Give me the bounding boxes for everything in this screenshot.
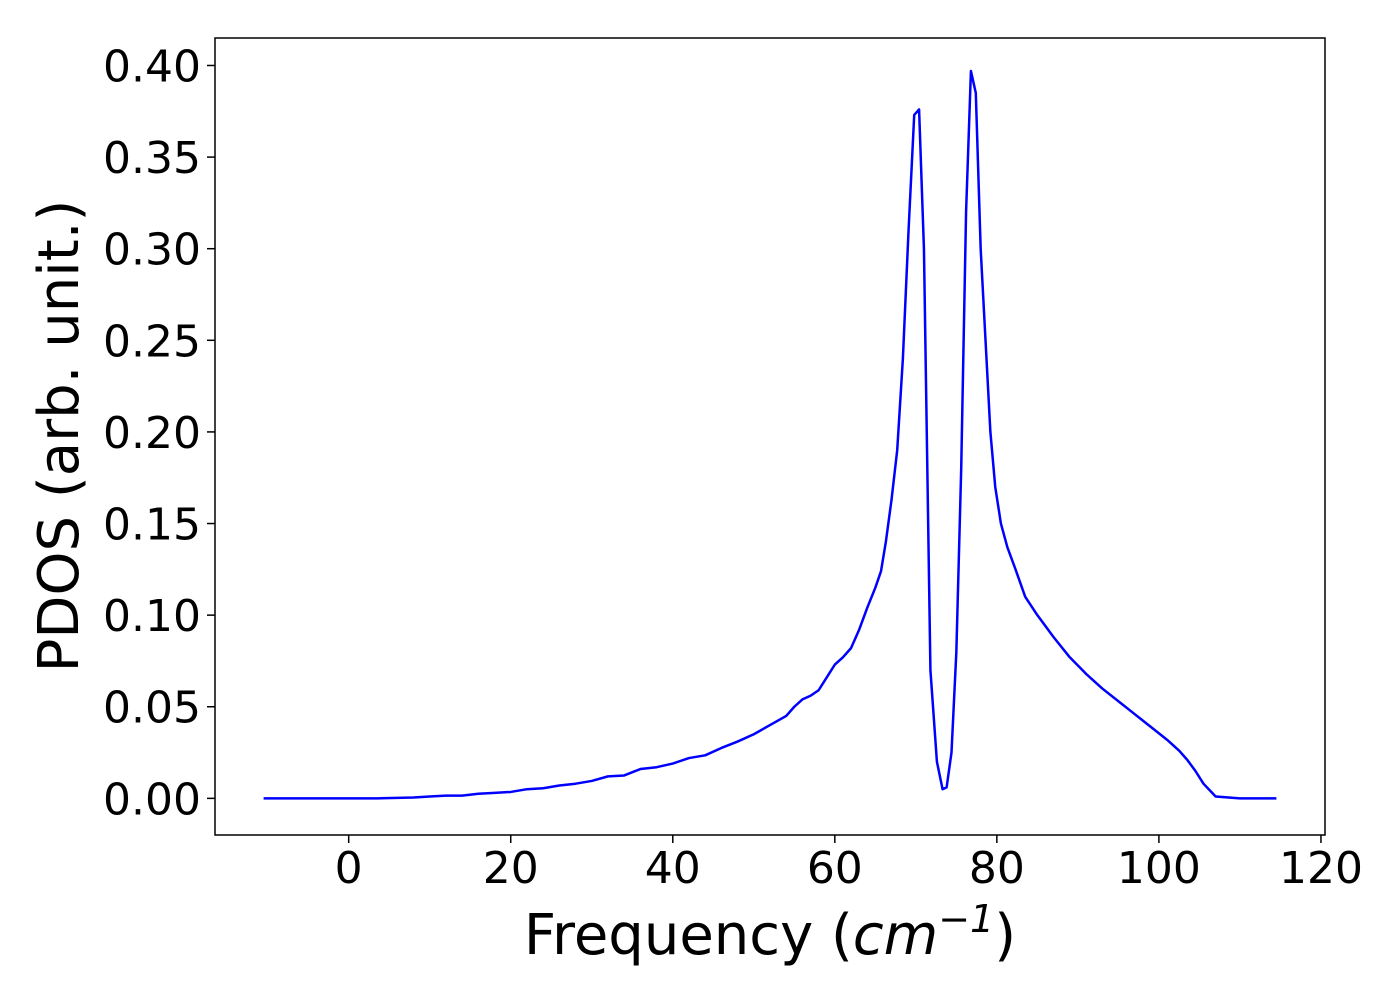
y-tick-label: 0.15 (103, 500, 201, 551)
x-tick-label: 0 (335, 843, 363, 894)
series-line-0 (263, 69, 1277, 800)
plot-area (263, 69, 1277, 800)
y-axis-ticks: 0.00 0.05 0.10 0.15 0.20 0.25 0.30 0.35 0.40 (103, 41, 215, 825)
x-tick-label: 40 (645, 843, 701, 894)
y-tick-label: 0.30 (103, 225, 201, 276)
y-tick-label: 0.35 (103, 133, 201, 184)
y-axis-label: PDOS (arb. unit.) (27, 200, 92, 673)
x-tick-label: 80 (969, 843, 1025, 894)
x-axis-ticks: 0 20 40 60 80 100 120 (335, 835, 1363, 894)
x-tick-label: 20 (483, 843, 539, 894)
plot-frame (214, 37, 1326, 836)
y-tick-label: 0.10 (103, 591, 201, 642)
x-axis-label-text: Frequency (524, 903, 813, 968)
x-tick-label: 60 (807, 843, 863, 894)
x-tick-label: 120 (1279, 843, 1363, 894)
y-tick-label: 0.25 (103, 316, 201, 367)
x-axis-label-unit: cm (853, 903, 938, 968)
x-tick-label: 100 (1117, 843, 1201, 894)
x-axis-label: Frequency (cm−1) (524, 897, 1016, 968)
x-axis-label-exponent: −1 (938, 897, 994, 941)
y-tick-label: 0.40 (103, 41, 201, 92)
y-tick-label: 0.20 (103, 408, 201, 459)
y-tick-label: 0.05 (103, 683, 201, 734)
y-tick-label: 0.00 (103, 774, 201, 825)
